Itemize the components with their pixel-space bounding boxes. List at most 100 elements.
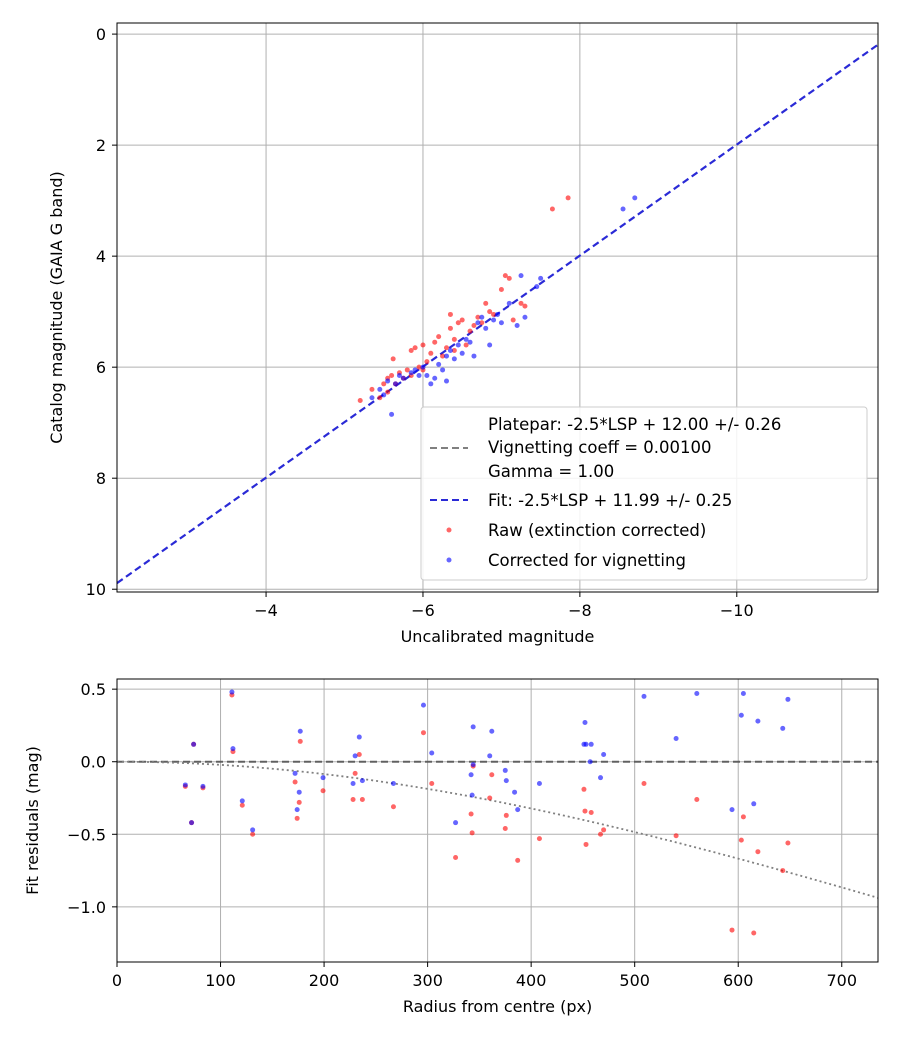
top-point — [467, 339, 473, 345]
bottom-point — [189, 820, 195, 826]
bottom-y-axis-label: Fit residuals (mag) — [23, 746, 42, 895]
bottom-point — [359, 796, 365, 802]
top-point — [487, 309, 493, 315]
top-point — [396, 373, 402, 379]
top-point — [412, 367, 418, 373]
bottom-point — [785, 840, 791, 846]
bottom-x-tick-label: 200 — [309, 971, 340, 990]
top-x-tick-label: −6 — [411, 601, 435, 620]
top-y-tick-label: 8 — [96, 469, 106, 488]
top-point — [428, 350, 434, 356]
top-point — [440, 353, 446, 359]
top-point — [475, 320, 481, 326]
bottom-y-tick-label: 0.5 — [81, 680, 106, 699]
top-point — [377, 395, 383, 401]
top-point — [502, 273, 508, 279]
top-point — [440, 367, 446, 373]
top-point — [404, 367, 410, 373]
top-point — [381, 392, 387, 398]
bottom-point — [297, 738, 303, 744]
bottom-point — [239, 798, 245, 804]
bottom-x-ticks: 0 100 200 300 400 500 600 700 — [112, 962, 857, 990]
top-point — [491, 311, 497, 317]
top-point — [447, 311, 453, 317]
top-point — [447, 325, 453, 331]
legend-vignetting: Vignetting coeff = 0.00100 — [488, 438, 712, 457]
top-point — [420, 364, 426, 370]
bottom-point — [487, 795, 493, 801]
top-y-ticks: 0 2 4 6 8 10 — [86, 25, 117, 599]
bottom-point — [601, 827, 607, 833]
bottom-point — [296, 799, 302, 805]
bottom-point — [297, 728, 303, 734]
bottom-point — [294, 815, 300, 821]
top-point — [424, 373, 430, 379]
top-point — [534, 284, 540, 290]
bottom-point — [239, 802, 245, 808]
top-x-tick-label: −10 — [720, 601, 754, 620]
top-point — [459, 350, 465, 356]
bottom-point — [780, 868, 786, 874]
top-point — [389, 373, 395, 379]
legend: Platepar: -2.5*LSP + 12.00 +/- 0.26 Vign… — [420, 406, 868, 581]
top-point — [444, 378, 450, 384]
bottom-x-tick-label: 300 — [412, 971, 443, 990]
top-point — [459, 317, 465, 323]
top-point — [632, 195, 638, 201]
legend-fit: Fit: -2.5*LSP + 11.99 +/- 0.25 — [488, 491, 732, 510]
bottom-point — [352, 753, 358, 759]
bottom-x-axis-label: Radius from centre (px) — [403, 997, 592, 1016]
top-point — [483, 325, 489, 331]
top-point — [416, 364, 422, 370]
bottom-x-tick-label: 600 — [723, 971, 754, 990]
top-point — [518, 300, 524, 306]
bottom-point — [469, 792, 475, 798]
bottom-x-tick-label: 400 — [516, 971, 547, 990]
top-points — [357, 195, 638, 417]
bottom-y-ticks: 0.5 0.0 −0.5 −1.0 — [67, 680, 117, 917]
bottom-grid — [116, 679, 878, 962]
bottom-point — [502, 767, 508, 773]
bottom-point — [292, 779, 298, 785]
legend-raw-marker — [446, 527, 452, 533]
legend-box — [420, 406, 868, 581]
top-point — [393, 381, 399, 387]
top-y-tick-label: 0 — [96, 25, 106, 44]
bottom-point — [489, 728, 495, 734]
bottom-point — [536, 780, 542, 786]
top-point — [416, 373, 422, 379]
top-point — [495, 311, 500, 317]
top-point — [506, 275, 512, 281]
bottom-point — [581, 786, 587, 792]
top-point — [487, 342, 493, 348]
top-point — [471, 323, 477, 329]
bottom-point — [641, 693, 647, 699]
bottom-point — [729, 807, 735, 813]
bottom-y-tick-label: 0.0 — [81, 753, 106, 772]
bottom-point — [785, 696, 791, 702]
top-point — [408, 348, 414, 354]
top-x-tick-label: −8 — [568, 601, 592, 620]
legend-corrected: Corrected for vignetting — [488, 551, 686, 570]
bottom-point — [512, 789, 518, 795]
bottom-x-tick-label: 700 — [826, 971, 857, 990]
bottom-point — [582, 720, 588, 726]
bottom-point — [673, 833, 679, 839]
top-point — [424, 359, 430, 365]
legend-raw: Raw (extinction corrected) — [488, 521, 706, 540]
bottom-point — [738, 712, 744, 718]
top-point — [506, 300, 512, 306]
top-point — [565, 195, 571, 201]
legend-gamma: Gamma = 1.00 — [488, 462, 614, 481]
bottom-plot-frame — [116, 678, 879, 963]
bottom-point — [420, 702, 426, 708]
bottom-point — [503, 778, 509, 784]
top-y-tick-label: 10 — [86, 580, 106, 599]
top-x-ticks: −4 −6 −8 −10 — [254, 592, 754, 620]
bottom-point — [350, 796, 356, 802]
bottom-point — [755, 718, 761, 724]
bottom-point — [352, 770, 358, 776]
bottom-point — [250, 827, 256, 833]
bottom-x-tick-label: 500 — [619, 971, 650, 990]
